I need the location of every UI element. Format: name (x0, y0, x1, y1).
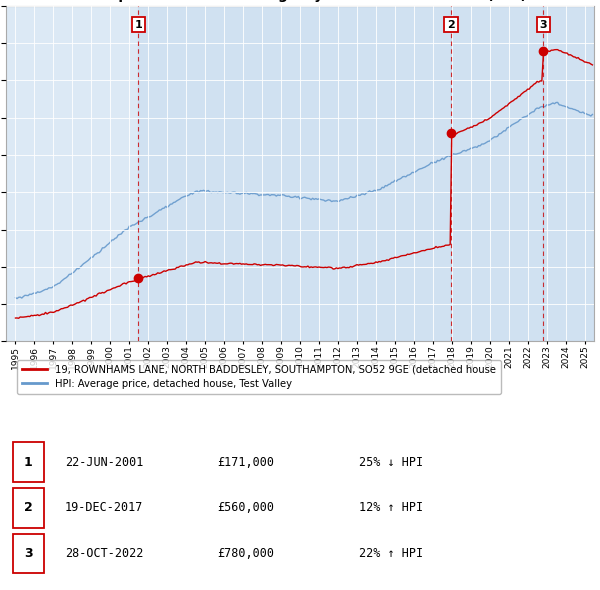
Text: £780,000: £780,000 (218, 547, 275, 560)
Text: £560,000: £560,000 (218, 502, 275, 514)
Text: 12% ↑ HPI: 12% ↑ HPI (359, 502, 423, 514)
Text: 2: 2 (447, 19, 455, 30)
Title: 19, ROWNHAMS LANE, NORTH BADDESLEY, SOUTHAMPTON, SO52 9GE
Price paid vs. HM Land: 19, ROWNHAMS LANE, NORTH BADDESLEY, SOUT… (25, 0, 575, 2)
Bar (451, 6, 543, 342)
Text: 1: 1 (24, 455, 33, 468)
Text: 19-DEC-2017: 19-DEC-2017 (65, 502, 143, 514)
Legend: 19, ROWNHAMS LANE, NORTH BADDESLEY, SOUTHAMPTON, SO52 9GE (detached house, HPI: : 19, ROWNHAMS LANE, NORTH BADDESLEY, SOUT… (17, 360, 501, 394)
Bar (138, 6, 451, 342)
FancyBboxPatch shape (13, 488, 44, 527)
Bar (543, 6, 594, 342)
Text: 3: 3 (24, 547, 32, 560)
FancyBboxPatch shape (13, 442, 44, 482)
Text: 2: 2 (24, 502, 33, 514)
Text: 25% ↓ HPI: 25% ↓ HPI (359, 455, 423, 468)
Text: 1: 1 (134, 19, 142, 30)
Text: 3: 3 (539, 19, 547, 30)
FancyBboxPatch shape (13, 534, 44, 573)
Text: £171,000: £171,000 (218, 455, 275, 468)
Text: 22% ↑ HPI: 22% ↑ HPI (359, 547, 423, 560)
Text: 28-OCT-2022: 28-OCT-2022 (65, 547, 143, 560)
Text: 22-JUN-2001: 22-JUN-2001 (65, 455, 143, 468)
